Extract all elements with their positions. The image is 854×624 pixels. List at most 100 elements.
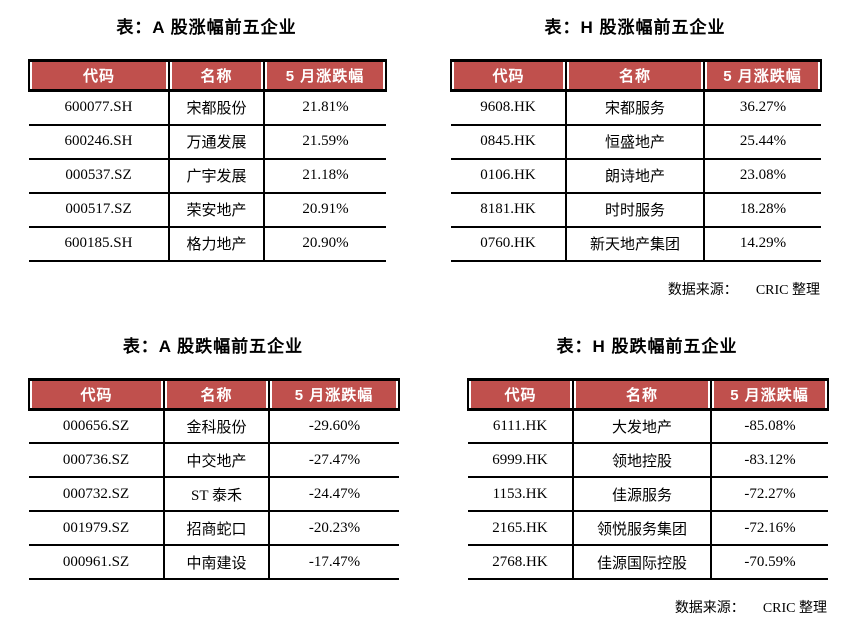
table-row: 9608.HK 宋都服务 36.27% [451,90,821,126]
column-header: 代码 [450,59,567,92]
code-cell: 6999.HK [468,443,574,478]
table-row: 000537.SZ 广宇发展 21.18% [29,158,386,194]
column-header: 5 月涨跌幅 [703,59,822,92]
data-source-label: 数据来源： [667,282,738,298]
code-cell: 0760.HK [451,226,567,262]
table-row: 000961.SZ 中南建设 -17.47% [29,545,399,580]
name-cell: 广宇发展 [168,158,265,194]
change-cell: 25.44% [703,124,821,160]
name-cell: 佳源服务 [572,477,712,512]
table-row: 000517.SZ 荣安地产 20.91% [29,192,386,228]
header-row: 代码 名称 5 月涨跌幅 [28,59,387,92]
data-table: 代码 名称 5 月涨跌幅 600077.SH 宋都股份 21.81% 600246.SH 万… [28,59,387,262]
change-cell: 21.18% [263,158,386,194]
table-section-a-share-losers: 表：A 股跌幅前五企业 代码 名称 5 月涨跌幅 000656.SZ 金科股份 -29.… [28,336,400,580]
name-cell: 中南建设 [163,545,270,580]
change-cell: -83.12% [710,443,828,478]
code-cell: 0106.HK [451,158,567,194]
change-cell: 18.28% [703,192,821,228]
change-cell: -29.60% [268,409,399,444]
name-cell: ST 泰禾 [163,477,270,512]
table-row: 0760.HK 新天地产集团 14.29% [451,226,821,262]
code-cell: 600077.SH [29,90,170,126]
losers-row: 表：A 股跌幅前五企业 代码 名称 5 月涨跌幅 000656.SZ 金科股份 -29.… [0,336,854,619]
column-header: 名称 [168,59,265,92]
name-cell: 宋都服务 [565,90,705,126]
data-source-label: 数据来源： [674,601,745,616]
code-cell: 000537.SZ [29,158,170,194]
header-row: 代码 名称 5 月涨跌幅 [450,59,822,92]
name-cell: 中交地产 [163,443,270,478]
name-cell: 新天地产集团 [565,226,705,262]
code-cell: 2768.HK [468,545,574,580]
header-row: 代码 名称 5 月涨跌幅 [467,377,829,411]
code-cell: 600246.SH [29,124,170,160]
code-cell: 000656.SZ [29,409,165,444]
change-cell: 20.91% [263,192,386,228]
table-row: 6999.HK 领地控股 -83.12% [468,443,828,478]
name-cell: 佳源国际控股 [572,545,712,580]
name-cell: 时时服务 [565,192,705,228]
change-cell: 21.59% [263,124,386,160]
change-cell: -85.08% [710,409,828,444]
change-cell: -27.47% [268,443,399,478]
table-row: 000656.SZ 金科股份 -29.60% [29,409,399,444]
data-source: 数据来源： CRIC 整理 [450,282,820,300]
table-row: 600185.SH 格力地产 20.90% [29,226,386,262]
column-header: 名称 [565,59,705,92]
name-cell: 宋都股份 [168,90,265,126]
table-section-h-share-losers: 表：H 股跌幅前五企业 代码 名称 5 月涨跌幅 6111.HK 大发地产 -85.08… [467,336,829,619]
column-header: 5 月涨跌幅 [268,377,400,411]
change-cell: 36.27% [703,90,821,126]
table-row: 001979.SZ 招商蛇口 -20.23% [29,511,399,546]
code-cell: 600185.SH [29,226,170,262]
table-title: 表：A 股跌幅前五企业 [122,336,304,356]
code-cell: 1153.HK [468,477,574,512]
code-cell: 000517.SZ [29,192,170,228]
code-cell: 000961.SZ [29,545,165,580]
change-cell: 23.08% [703,158,821,194]
name-cell: 格力地产 [168,226,265,262]
column-header: 5 月涨跌幅 [710,377,829,411]
change-cell: 20.90% [263,226,386,262]
name-cell: 金科股份 [163,409,270,444]
table-title: 表：A 股涨幅前五企业 [116,18,297,37]
name-cell: 荣安地产 [168,192,265,228]
gainers-row: 表：A 股涨幅前五企业 代码 名称 5 月涨跌幅 600077.SH 宋都股份 21.8… [0,0,854,300]
table-row: 0845.HK 恒盛地产 25.44% [451,124,821,160]
change-cell: -72.27% [710,477,828,512]
name-cell: 大发地产 [572,409,712,444]
code-cell: 9608.HK [451,90,567,126]
data-table: 代码 名称 5 月涨跌幅 6111.HK 大发地产 -85.08% 6999.HK 领地控股… [467,377,829,580]
table-row: 2768.HK 佳源国际控股 -70.59% [468,545,828,580]
change-cell: -70.59% [710,545,828,580]
code-cell: 000732.SZ [29,477,165,512]
column-header: 代码 [467,377,574,411]
change-cell: 21.81% [263,90,386,126]
code-cell: 2165.HK [468,511,574,546]
table-row: 2165.HK 领悦服务集团 -72.16% [468,511,828,546]
code-cell: 8181.HK [451,192,567,228]
header-row: 代码 名称 5 月涨跌幅 [28,377,400,411]
data-source-value: CRIC 整理 [755,282,820,298]
name-cell: 恒盛地产 [565,124,705,160]
name-cell: 领地控股 [572,443,712,478]
change-cell: -20.23% [268,511,399,546]
code-cell: 000736.SZ [29,443,165,478]
table-section-h-share-gainers: 表：H 股涨幅前五企业 代码 名称 5 月涨跌幅 9608.HK 宋都服务 36.27%… [450,17,822,300]
name-cell: 朗诗地产 [565,158,705,194]
column-header: 5 月涨跌幅 [263,59,387,92]
change-cell: -24.47% [268,477,399,512]
column-header: 代码 [28,377,165,411]
change-cell: -72.16% [710,511,828,546]
table-row: 8181.HK 时时服务 18.28% [451,192,821,228]
change-cell: 14.29% [703,226,821,262]
name-cell: 领悦服务集团 [572,511,712,546]
table-title: 表：H 股涨幅前五企业 [544,18,726,37]
table-title: 表：H 股跌幅前五企业 [556,336,738,356]
table-row: 0106.HK 朗诗地产 23.08% [451,158,821,194]
table-row: 000736.SZ 中交地产 -27.47% [29,443,399,478]
name-cell: 招商蛇口 [163,511,270,546]
code-cell: 001979.SZ [29,511,165,546]
